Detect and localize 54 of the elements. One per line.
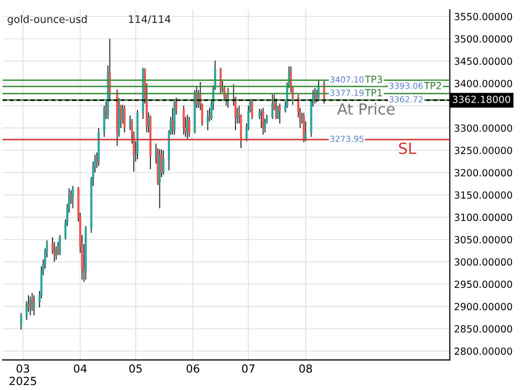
candlestick	[32, 294, 36, 316]
y-tick-label: 3550.00000	[454, 12, 512, 20]
y-tick-label: 3500.00000	[454, 35, 512, 43]
x-tick-label: 04	[74, 364, 87, 373]
candlestick	[186, 114, 188, 140]
candlestick	[251, 98, 254, 120]
annotation: TP1	[364, 89, 382, 96]
ref-line-label: 3362.18000	[452, 96, 510, 104]
y-tick-label: 2850.00000	[454, 325, 512, 333]
candlestick	[262, 107, 264, 136]
x-tick-label: 08	[299, 364, 312, 373]
ref-line-label: 3377.19	[330, 90, 364, 96]
y-tick-label: 3400.00000	[454, 80, 512, 88]
candlestick	[53, 241, 56, 262]
candlestick	[182, 105, 185, 136]
candlestick	[20, 312, 22, 330]
annotation: TP2	[424, 82, 441, 90]
candlestick	[220, 67, 222, 94]
candlestick	[206, 110, 209, 131]
candlestick	[302, 112, 305, 143]
y-tick-label: 3200.00000	[454, 169, 512, 176]
y-tick-label: 3250.00000	[454, 146, 512, 154]
candlestick	[31, 292, 34, 312]
x-tick-label: 07	[242, 364, 254, 373]
y-tick-label: 3050.00000	[454, 236, 512, 244]
candlestick	[58, 234, 61, 256]
candlestick	[227, 87, 230, 108]
annotation: 114/114	[128, 15, 171, 24]
candlestick	[278, 102, 281, 124]
candlestick	[275, 98, 278, 120]
candlestick	[72, 185, 74, 209]
y-tick-label: 3000.00000	[454, 258, 512, 266]
candlestick	[124, 105, 126, 133]
y-tick-label: 3150.00000	[454, 191, 512, 199]
y-tick-label: 2800.00000	[454, 348, 512, 355]
candlestick	[188, 116, 190, 138]
y-tick-label: 2900.00000	[454, 302, 512, 310]
ref-line-label: 3273.95	[330, 136, 364, 142]
annotation: At Price	[337, 102, 395, 115]
candlestick	[29, 296, 32, 316]
annotation: SL	[399, 142, 416, 154]
y-tick-label: 3450.00000	[454, 58, 512, 65]
y-tick-label: 2950.00000	[454, 280, 512, 288]
candlestick	[271, 94, 274, 120]
x-tick-label: 05	[129, 364, 142, 373]
x-tick-label: 06	[186, 364, 200, 373]
ref-line-label: 3393.06	[389, 82, 423, 89]
ref-line-label: 3362.72	[389, 96, 422, 102]
y-tick-label: 3300.00000	[454, 124, 512, 132]
x-tick-label: 03 2025	[10, 364, 36, 386]
annotation: TP3	[364, 76, 382, 84]
y-tick-label: 3100.00000	[454, 214, 512, 222]
ref-line-label: 3407.10	[330, 76, 364, 83]
chart-title: gold-ounce-usd	[8, 15, 87, 26]
